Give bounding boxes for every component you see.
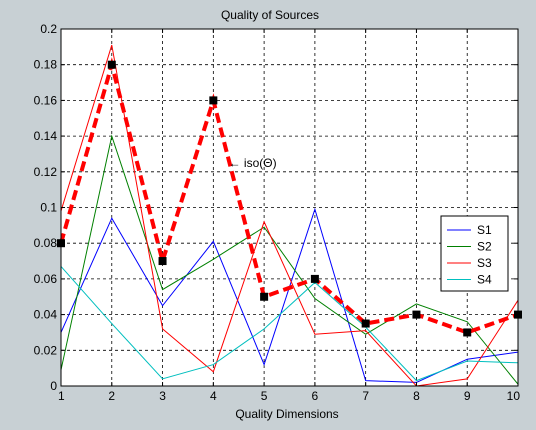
x-tick-label: 6 (312, 389, 319, 403)
legend-box (440, 215, 509, 292)
legend-label-s3: S3 (477, 256, 492, 270)
y-tick-label: 0.12 (34, 165, 58, 179)
iso-marker (107, 60, 116, 69)
x-tick-label: 4 (210, 389, 217, 403)
annotation-text: ← iso(Θ) (229, 156, 277, 170)
series-line-s4 (60, 266, 519, 382)
iso-marker (463, 328, 472, 337)
y-tick-label: 0.2 (40, 22, 57, 36)
x-tick-label: 8 (413, 389, 420, 403)
x-axis-label: Quality Dimensions (235, 407, 338, 421)
iso-marker (158, 257, 167, 266)
legend-label-s1: S1 (477, 223, 492, 237)
series-line-s2 (60, 134, 519, 385)
y-tick-label: 0.08 (34, 236, 58, 250)
iso-marker (310, 274, 319, 283)
iso-marker (412, 310, 421, 319)
chart-title: Quality of Sources (221, 8, 319, 22)
y-tick-label: 0.1 (40, 201, 57, 215)
legend-label-s4: S4 (477, 273, 492, 287)
series-line-s3 (60, 44, 519, 387)
iso-marker (260, 292, 269, 301)
x-tick-label: 1 (58, 389, 65, 403)
iso-marker (209, 96, 218, 105)
x-tick-label: 9 (464, 389, 471, 403)
x-tick-label: 2 (108, 389, 115, 403)
y-tick-label: 0.14 (34, 129, 58, 143)
iso-dashed-line (59, 57, 519, 335)
axis-ticks: 1 2 3 4 5 6 7 8 9 10 0 0.02 0.04 0.06 0.08 0.1 0.12 0.14 0… (34, 22, 521, 403)
iso-marker (361, 319, 370, 328)
y-tick-label: 0.06 (34, 272, 58, 286)
legend: S1 S2 S3 S4 (440, 215, 509, 292)
y-tick-label: 0.04 (34, 308, 58, 322)
x-tick-label: 7 (362, 389, 369, 403)
x-tick-label: 5 (261, 389, 268, 403)
y-tick-label: 0.18 (34, 58, 58, 72)
y-tick-label: 0.02 (34, 343, 58, 357)
x-tick-label: 3 (159, 389, 166, 403)
legend-label-s2: S2 (477, 240, 492, 254)
y-tick-label: 0.16 (34, 93, 58, 107)
annotation: ← iso(Θ) (229, 156, 277, 170)
x-tick-label: 10 (507, 389, 521, 403)
y-tick-label: 0 (50, 379, 57, 393)
